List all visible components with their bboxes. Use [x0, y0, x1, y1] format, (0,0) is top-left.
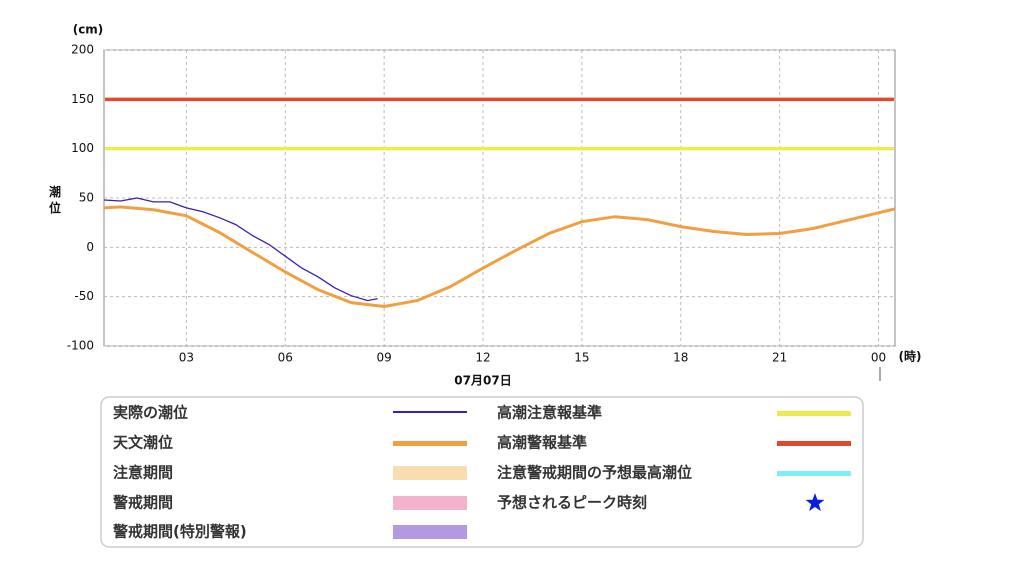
- x-tick-label: 00: [871, 351, 886, 365]
- x-tick-label: 18: [673, 351, 688, 365]
- y-tick-label: 200: [71, 43, 94, 57]
- y-tick-label: 50: [79, 191, 94, 205]
- series-line: [103, 205, 896, 309]
- legend-swatch: [805, 493, 825, 512]
- y-tick-label: 150: [71, 92, 94, 106]
- x-tick-label: 12: [475, 351, 490, 365]
- y-unit: (cm): [73, 23, 104, 37]
- date-label: 07月07日: [454, 374, 511, 388]
- y-tick-label: 100: [71, 141, 94, 155]
- legend-label: 予想されるピーク時刻: [497, 494, 647, 512]
- legend-label: 高潮警報基準: [497, 434, 587, 452]
- legend-swatch: [777, 441, 851, 446]
- x-tick-label: 15: [574, 351, 589, 365]
- legend-label: 警戒期間: [112, 494, 173, 512]
- series-line: [103, 197, 378, 302]
- x-tick-label: 21: [772, 351, 787, 365]
- x-unit: (時): [899, 349, 922, 364]
- legend-swatch: [393, 466, 467, 480]
- x-tick-label: 09: [377, 351, 392, 365]
- legend-label: 高潮注意報基準: [497, 404, 602, 422]
- legend-label: 天文潮位: [113, 434, 173, 452]
- y-tick-label: 0: [86, 240, 94, 254]
- legend-label: 警戒期間(特別警報): [112, 523, 247, 541]
- legend-label: 実際の潮位: [113, 404, 188, 422]
- legend-swatch: [777, 411, 851, 416]
- legend-swatch: [777, 471, 851, 476]
- legend-swatch: [393, 441, 467, 446]
- x-tick-label: 03: [179, 351, 194, 365]
- legend-label: 注意警戒期間の予想最高潮位: [497, 464, 692, 482]
- y-tick-label: -100: [67, 339, 94, 353]
- legend-swatch: [393, 411, 467, 413]
- legend: [100, 396, 864, 548]
- legend-swatch: [393, 496, 467, 510]
- y-tick-label: -50: [74, 289, 94, 303]
- legend-label: 注意期間: [113, 464, 173, 482]
- y-axis-label: 潮位: [49, 184, 61, 215]
- legend-swatch: [393, 525, 467, 539]
- x-tick-label: 06: [278, 351, 293, 365]
